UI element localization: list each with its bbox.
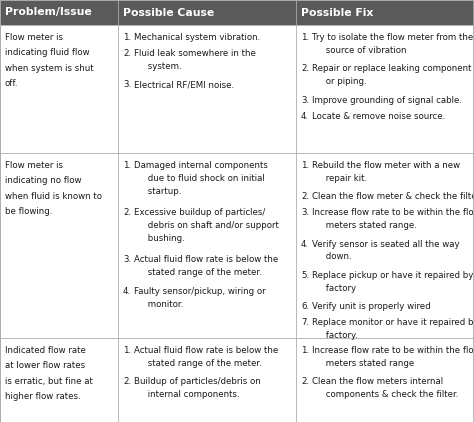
- Bar: [0, 153, 118, 338]
- Text: Replace pickup or have it repaired by
     factory: Replace pickup or have it repaired by fa…: [312, 271, 474, 293]
- Text: 2.: 2.: [123, 49, 131, 58]
- Bar: [118, 338, 296, 422]
- Bar: [118, 25, 296, 153]
- Text: Repair or replace leaking component
     or piping.: Repair or replace leaking component or p…: [312, 65, 472, 86]
- Text: Flow meter is
indicating no flow
when fluid is known to
be flowing.: Flow meter is indicating no flow when fl…: [5, 161, 102, 216]
- Text: Damaged internal components
     due to fluid shock on initial
     startup.: Damaged internal components due to fluid…: [134, 161, 268, 196]
- Text: Locate & remove noise source.: Locate & remove noise source.: [312, 111, 445, 121]
- Text: Buildup of particles/debris on
     internal components.: Buildup of particles/debris on internal …: [134, 377, 261, 399]
- Text: Verify sensor is seated all the way
     down.: Verify sensor is seated all the way down…: [312, 240, 460, 261]
- Text: 3.: 3.: [301, 96, 309, 105]
- Text: Rebuild the flow meter with a new
     repair kit.: Rebuild the flow meter with a new repair…: [312, 161, 460, 183]
- Text: 3.: 3.: [123, 80, 131, 89]
- Text: 4.: 4.: [123, 287, 131, 296]
- Text: Verify unit is properly wired: Verify unit is properly wired: [312, 302, 430, 311]
- Bar: [118, 0, 296, 25]
- Text: Possible Fix: Possible Fix: [301, 8, 374, 17]
- Text: 2.: 2.: [123, 377, 131, 387]
- Text: 1.: 1.: [301, 346, 309, 355]
- Text: 1.: 1.: [123, 346, 131, 355]
- Text: Problem/Issue: Problem/Issue: [5, 8, 92, 17]
- Bar: [0, 25, 118, 153]
- Text: Improve grounding of signal cable.: Improve grounding of signal cable.: [312, 96, 462, 105]
- Text: 2.: 2.: [301, 192, 309, 201]
- Text: Actual fluid flow rate is below the
     stated range of the meter.: Actual fluid flow rate is below the stat…: [134, 255, 278, 277]
- Text: Increase flow rate to be within the flow
     meters stated range.: Increase flow rate to be within the flow…: [312, 208, 474, 230]
- Text: Flow meter is
indicating fluid flow
when system is shut
off.: Flow meter is indicating fluid flow when…: [5, 33, 94, 88]
- Bar: [296, 338, 474, 422]
- Text: 3.: 3.: [123, 255, 131, 264]
- Text: Try to isolate the flow meter from the
     source of vibration: Try to isolate the flow meter from the s…: [312, 33, 473, 55]
- Bar: [296, 0, 474, 25]
- Text: 1.: 1.: [301, 33, 309, 42]
- Text: 4.: 4.: [301, 240, 309, 249]
- Text: Replace monitor or have it repaired by
     factory.: Replace monitor or have it repaired by f…: [312, 318, 474, 340]
- Text: 7.: 7.: [301, 318, 309, 327]
- Text: 1.: 1.: [301, 161, 309, 170]
- Text: Electrical RF/EMI noise.: Electrical RF/EMI noise.: [134, 80, 234, 89]
- Text: Possible Cause: Possible Cause: [123, 8, 214, 17]
- Text: 4.: 4.: [301, 111, 309, 121]
- Bar: [296, 153, 474, 338]
- Text: Indicated flow rate
at lower flow rates
is erratic, but fine at
higher flow rate: Indicated flow rate at lower flow rates …: [5, 346, 93, 401]
- Text: 1.: 1.: [123, 161, 131, 170]
- Text: 3.: 3.: [301, 208, 309, 217]
- Text: 6.: 6.: [301, 302, 309, 311]
- Text: Mechanical system vibration.: Mechanical system vibration.: [134, 33, 260, 42]
- Text: 2.: 2.: [301, 377, 309, 387]
- Text: Clean the flow meter & check the filter.: Clean the flow meter & check the filter.: [312, 192, 474, 201]
- Bar: [0, 338, 118, 422]
- Text: 2.: 2.: [123, 208, 131, 217]
- Bar: [118, 153, 296, 338]
- Bar: [0, 0, 118, 25]
- Text: Increase flow rate to be within the flow
     meters stated range: Increase flow rate to be within the flow…: [312, 346, 474, 368]
- Text: 2.: 2.: [301, 65, 309, 73]
- Text: Clean the flow meters internal
     components & check the filter.: Clean the flow meters internal component…: [312, 377, 458, 399]
- Text: Faulty sensor/pickup, wiring or
     monitor.: Faulty sensor/pickup, wiring or monitor.: [134, 287, 265, 308]
- Text: 1.: 1.: [123, 33, 131, 42]
- Text: Actual fluid flow rate is below the
     stated range of the meter.: Actual fluid flow rate is below the stat…: [134, 346, 278, 368]
- Text: Fluid leak somewhere in the
     system.: Fluid leak somewhere in the system.: [134, 49, 256, 70]
- Text: 5.: 5.: [301, 271, 309, 280]
- Text: Excessive buildup of particles/
     debris on shaft and/or support
     bushing: Excessive buildup of particles/ debris o…: [134, 208, 279, 243]
- Bar: [296, 25, 474, 153]
